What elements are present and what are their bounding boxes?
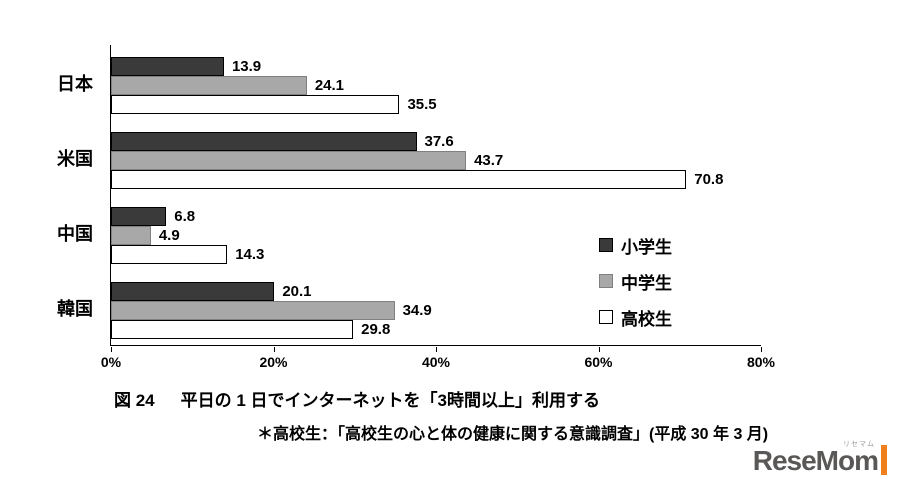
x-tick-mark — [111, 347, 112, 352]
x-tick-label: 40% — [421, 354, 451, 370]
bar-高校生 — [111, 245, 228, 264]
bar-row: 37.6 — [111, 132, 761, 151]
bar-高校生 — [111, 320, 354, 339]
plot-area: 13.9 24.1 35.5 37.6 43.7 70.8 6.8 4.9 14.3 20.1 34… — [101, 45, 775, 370]
bar-value-label: 29.8 — [361, 321, 391, 338]
x-tick-label: 80% — [746, 354, 776, 370]
bar-中学生 — [111, 301, 395, 320]
x-tick-mark — [761, 347, 762, 352]
bar-value-label: 35.5 — [407, 96, 437, 113]
bar-中学生 — [111, 151, 467, 170]
x-tick-label: 0% — [100, 354, 122, 370]
bar-row: 14.3 — [111, 245, 761, 264]
bar-value-label: 6.8 — [174, 208, 196, 225]
bar-row: 6.8 — [111, 207, 761, 226]
resemom-logo: リセマム ReseMom — [752, 441, 887, 476]
bar-value-label: 34.9 — [402, 302, 432, 319]
bar-group: 6.8 4.9 14.3 — [111, 195, 761, 270]
x-tick-mark — [436, 347, 437, 352]
bar-row: 35.5 — [111, 95, 761, 114]
legend: 小学生 中学生 高校生 — [599, 235, 672, 343]
bar-value-label: 24.1 — [314, 77, 345, 94]
x-axis-ticks: 0% 20% 40% 60% 80% — [101, 347, 775, 373]
legend-label: 小学生 — [621, 237, 672, 257]
bar-row: 29.8 — [111, 320, 761, 339]
logo-subtext: リセマム — [843, 441, 875, 448]
logo-accent-bar — [881, 445, 887, 475]
bar-group: 20.1 34.9 29.8 — [111, 270, 761, 345]
bar-中学生 — [111, 226, 151, 245]
bar-小学生 — [111, 132, 417, 151]
figure-caption: 図 24 平日の 1 日でインターネットを「3時間以上」利用する — [114, 386, 600, 411]
bar-高校生 — [111, 170, 687, 189]
x-tick-mark — [598, 347, 600, 352]
legend-label: 中学生 — [621, 273, 672, 293]
figure-number: 図 24 — [114, 391, 155, 410]
legend-item-小学生: 小学生 — [599, 235, 672, 257]
category-label: 米国 — [57, 148, 93, 169]
bar-value-label: 20.1 — [282, 283, 312, 300]
category-axis: 日本 米国 中国 韓国 — [55, 45, 110, 346]
x-tick-label: 60% — [584, 354, 613, 370]
bar-小学生 — [111, 57, 224, 76]
bar-row: 70.8 — [111, 170, 761, 189]
x-tick-label: 20% — [259, 354, 288, 370]
bar-group: 13.9 24.1 35.5 — [111, 45, 761, 120]
bar-row: 43.7 — [111, 151, 761, 170]
x-tick-mark — [273, 347, 275, 352]
bar-row: 34.9 — [111, 301, 761, 320]
bar-value-label: 70.8 — [694, 171, 724, 188]
category-label: 韓国 — [57, 298, 93, 319]
bar-value-label: 14.3 — [235, 246, 265, 263]
bar-小学生 — [111, 207, 167, 226]
bar-高校生 — [111, 95, 400, 114]
bar-row: 20.1 — [111, 282, 761, 301]
legend-swatch — [599, 310, 613, 324]
legend-item-中学生: 中学生 — [599, 271, 672, 293]
logo-text: ReseMom — [752, 445, 879, 476]
bar-row: 13.9 — [111, 57, 761, 76]
bar-value-label: 13.9 — [231, 58, 262, 75]
bar-chart: 日本 米国 中国 韓国 13.9 24.1 35.5 37.6 43.7 70.8 6.8 4.9 1… — [55, 45, 775, 370]
legend-label: 高校生 — [621, 309, 672, 329]
bar-group: 37.6 43.7 70.8 — [111, 120, 761, 195]
bar-value-label: 4.9 — [158, 227, 180, 244]
source-footnote: ＊高校生：「高校生の心と体の健康に関する意識調査」(平成 30 年 3 月) — [257, 426, 769, 443]
bar-row: 24.1 — [111, 76, 761, 95]
category-label: 中国 — [57, 223, 93, 244]
legend-item-高校生: 高校生 — [599, 307, 672, 329]
legend-swatch — [599, 274, 613, 288]
bar-value-label: 43.7 — [474, 152, 504, 169]
bar-row: 4.9 — [111, 226, 761, 245]
figure-caption-text: 平日の 1 日でインターネットを「3時間以上」利用する — [180, 391, 600, 410]
category-label: 日本 — [57, 73, 93, 94]
legend-swatch — [599, 238, 613, 252]
bar-小学生 — [111, 282, 275, 301]
bar-value-label: 37.6 — [424, 133, 454, 150]
bar-中学生 — [111, 76, 307, 95]
